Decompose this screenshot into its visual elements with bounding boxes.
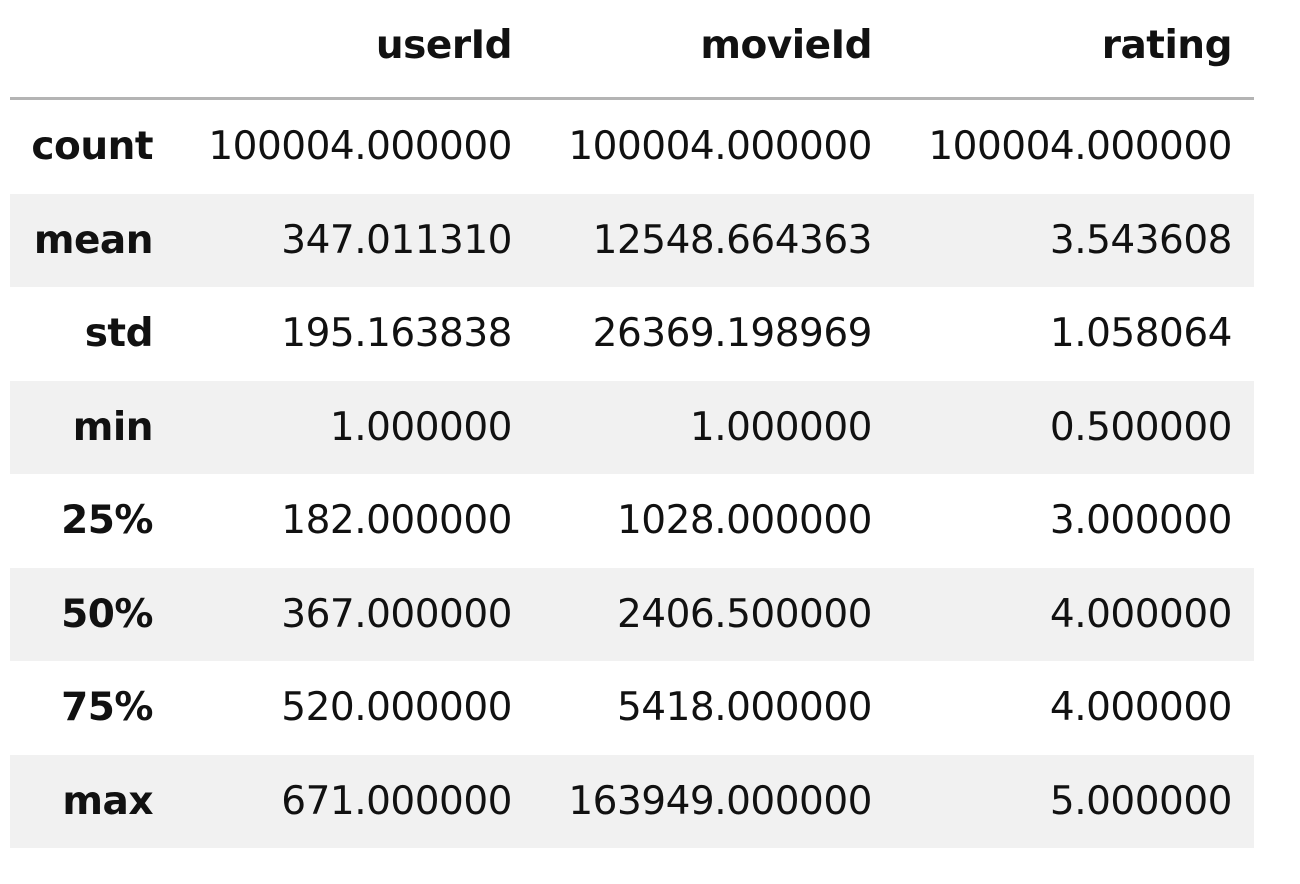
table-row-min: min 1.000000 1.000000 0.500000 (10, 380, 1254, 474)
table-cell: 3.000000 (1049, 498, 1233, 544)
table-row-mean: mean 347.011310 12548.664363 3.543608 (10, 193, 1254, 287)
row-label: 50% (61, 591, 153, 637)
table-cell: 195.163838 (281, 311, 512, 357)
table-cell: 163949.000000 (568, 778, 872, 824)
table-cell: 5.000000 (1049, 778, 1233, 824)
table-row-max: max 671.000000 163949.000000 5.000000 (10, 754, 1254, 848)
table-cell: 520.000000 (281, 685, 512, 731)
table-cell: 182.000000 (281, 498, 512, 544)
table-cell: 1.058064 (1049, 311, 1233, 357)
table-cell: 100004.000000 (928, 124, 1232, 170)
table-cell: 671.000000 (281, 778, 512, 824)
index-header (10, 0, 153, 91)
table-cell: 26369.198969 (592, 311, 873, 357)
row-label: std (84, 311, 154, 357)
table-row-25pct: 25% 182.000000 1028.000000 3.000000 (10, 474, 1254, 568)
table-cell: 12548.664363 (592, 217, 873, 263)
row-label: count (31, 124, 153, 170)
row-label: max (62, 778, 153, 824)
table-cell: 0.500000 (1049, 404, 1233, 450)
column-header-movieid: movieId (700, 23, 872, 68)
describe-table: userId movieId rating count 100004.00000… (10, 0, 1254, 848)
table-cell: 367.000000 (281, 591, 512, 637)
column-header-rating: rating (1101, 23, 1233, 68)
table-cell: 5418.000000 (616, 685, 873, 731)
row-label: 75% (61, 685, 153, 731)
table-cell: 4.000000 (1049, 685, 1233, 731)
table-cell: 100004.000000 (568, 124, 872, 170)
table-cell: 2406.500000 (616, 591, 873, 637)
table-cell: 3.543608 (1049, 217, 1233, 263)
table-cell: 100004.000000 (208, 124, 512, 170)
table-row-75pct: 75% 520.000000 5418.000000 4.000000 (10, 661, 1254, 755)
table-cell: 1028.000000 (616, 498, 873, 544)
table-row-count: count 100004.000000 100004.000000 100004… (10, 100, 1254, 194)
row-label: 25% (61, 498, 153, 544)
table-cell: 1.000000 (329, 404, 513, 450)
row-label: min (72, 404, 154, 450)
table-cell: 1.000000 (689, 404, 873, 450)
row-label: mean (33, 217, 154, 263)
table-row-std: std 195.163838 26369.198969 1.058064 (10, 287, 1254, 381)
table-header-row: userId movieId rating (10, 0, 1254, 100)
table-cell: 4.000000 (1049, 591, 1233, 637)
table-row-50pct: 50% 367.000000 2406.500000 4.000000 (10, 567, 1254, 661)
column-header-userid: userId (375, 23, 513, 68)
table-cell: 347.011310 (281, 217, 512, 263)
